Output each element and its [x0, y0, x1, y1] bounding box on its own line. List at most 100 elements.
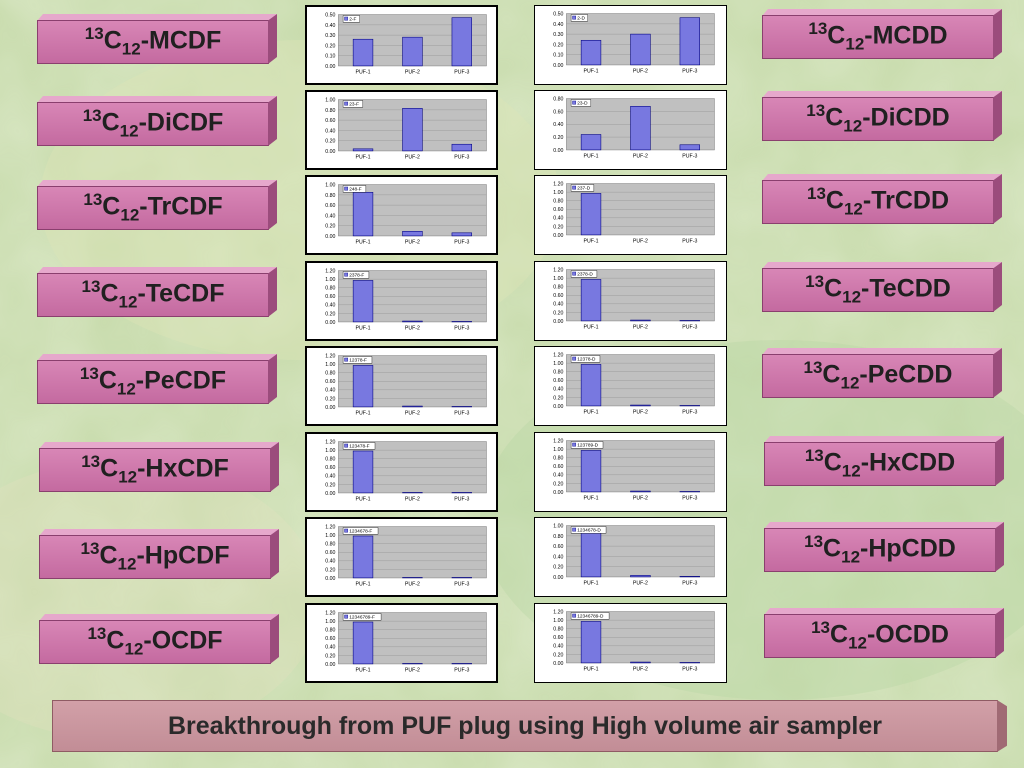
y-tick-label: 1.20	[325, 440, 335, 446]
chart-panel-2-F: 0.50 0.40 0.30 0.20 0.10 0.00 PUF-1 PUF-2 PUF-3 2…	[305, 5, 498, 85]
x-tick-label: PUF-2	[633, 154, 648, 160]
x-tick-label: PUF-3	[682, 325, 697, 331]
x-tick-label: PUF-2	[405, 668, 420, 674]
bar-PUF-3	[451, 17, 472, 67]
chart-svg: 1.20 1.00 0.80 0.60 0.40 0.20 0.00 PUF-1 PUF-2 PU…	[553, 268, 715, 331]
legend-swatch	[572, 356, 577, 361]
chart-panel-123789-D: 1.20 1.00 0.80 0.60 0.40 0.20 0.00 PUF-1 PUF-2 PU…	[534, 432, 727, 512]
compound-label: 13C12-HxCDD	[805, 446, 955, 481]
y-tick-label: 0.40	[325, 128, 335, 134]
bar-PUF-1	[580, 450, 602, 493]
bar-PUF-3	[451, 232, 472, 237]
y-tick-label: 1.20	[325, 269, 335, 275]
x-tick-label: PUF-3	[682, 239, 697, 245]
compound-suffix: -HpCDF	[136, 541, 230, 570]
x-tick-label: PUF-3	[454, 240, 469, 246]
y-tick-label: 1.00	[553, 361, 563, 367]
x-tick-label: PUF-3	[682, 154, 697, 160]
label-right-5: 13C12-HxCDD	[764, 436, 1004, 486]
bar-PUF-1	[580, 193, 602, 236]
y-tick-label: 0.60	[325, 379, 335, 385]
legend-label: 123789-D	[577, 443, 598, 449]
chart-svg: 1.00 0.80 0.60 0.40 0.20 0.00 PUF-1 PUF-2 PUF-3 2…	[325, 98, 487, 161]
compound-label: 13C12-HpCDF	[81, 539, 230, 574]
element-symbol: C	[822, 360, 841, 389]
compound-label: 13C12-MCDF	[85, 24, 221, 59]
chart-panel-2378-F: 1.20 1.00 0.80 0.60 0.40 0.20 0.00 PUF-1 PUF-2 PU…	[305, 261, 498, 341]
compound-label: 13C12-PeCDD	[804, 358, 953, 393]
legend-swatch	[572, 100, 577, 105]
y-tick-label: 0.20	[325, 396, 335, 402]
y-tick-label: 1.00	[325, 183, 335, 189]
element-subscript: 12	[843, 116, 863, 136]
compound-suffix: -MCDF	[140, 26, 222, 55]
element-symbol: C	[823, 534, 842, 563]
label-left-5: 13C12-HxCDF	[39, 442, 279, 492]
chart-svg: 1.20 1.00 0.80 0.60 0.40 0.20 0.00 PUF-1 PUF-2 PU…	[553, 610, 715, 673]
chart-svg: 1.20 1.00 0.80 0.60 0.40 0.20 0.00 PUF-1 PUF-2 PU…	[553, 182, 715, 245]
compound-suffix: -DiCDD	[862, 103, 950, 132]
y-tick-label: 0.20	[553, 652, 563, 658]
y-tick-label: 0.40	[325, 303, 335, 309]
element-subscript: 12	[118, 292, 138, 312]
x-tick-label: PUF-1	[355, 497, 370, 503]
bar-PUF-3	[679, 144, 700, 151]
compound-suffix: -PeCDD	[859, 360, 953, 389]
legend-box	[570, 184, 595, 192]
legend-swatch	[344, 357, 349, 362]
bar-PUF-3	[679, 576, 700, 578]
chart-panel-23-F: 1.00 0.80 0.60 0.40 0.20 0.00 PUF-1 PUF-2 PUF-3 2…	[305, 90, 498, 170]
y-tick-label: 0.40	[553, 302, 563, 308]
bar-PUF-1	[352, 621, 374, 665]
y-tick-label: 0.60	[553, 293, 563, 299]
bar-PUF-2	[402, 108, 423, 152]
chart-panel-2378-D: 1.20 1.00 0.80 0.60 0.40 0.20 0.00 PUF-1 PUF-2 PU…	[534, 261, 727, 341]
element-subscript: 12	[124, 639, 144, 659]
compound-label: 13C12-TeCDF	[82, 277, 225, 312]
y-tick-label: 0.40	[325, 23, 335, 29]
isotope-superscript: 13	[804, 446, 824, 466]
legend-swatch	[344, 101, 349, 106]
x-tick-label: PUF-1	[583, 667, 598, 673]
y-tick-label: 0.60	[553, 544, 563, 550]
y-tick-label: 0.00	[325, 491, 335, 497]
y-tick-label: 0.00	[553, 661, 563, 667]
y-tick-label: 0.30	[325, 33, 335, 39]
label-left-3: 13C12-TeCDF	[37, 267, 277, 317]
legend-box	[342, 100, 364, 108]
bar-PUF-1	[352, 38, 374, 67]
bar-PUF-2	[402, 320, 423, 323]
element-symbol: C	[830, 620, 849, 649]
x-tick-label: PUF-3	[454, 326, 469, 332]
y-tick-label: 0.20	[325, 139, 335, 145]
isotope-superscript: 13	[806, 101, 826, 121]
x-tick-label: PUF-3	[682, 410, 697, 416]
x-tick-label: PUF-1	[355, 326, 370, 332]
compound-suffix: -HxCDF	[137, 454, 229, 483]
legend-swatch	[344, 528, 349, 533]
y-tick-label: 0.20	[325, 224, 335, 230]
bar-PUF-1	[352, 450, 374, 494]
x-tick-label: PUF-2	[633, 69, 648, 75]
x-tick-label: PUF-2	[405, 582, 420, 588]
legend-label: 1234678-F	[349, 529, 372, 535]
y-tick-label: 0.60	[325, 550, 335, 556]
legend-box	[570, 14, 588, 22]
x-tick-label: PUF-1	[355, 155, 370, 161]
element-symbol: C	[101, 108, 120, 137]
isotope-superscript: 13	[811, 618, 830, 638]
element-symbol: C	[102, 192, 121, 221]
y-tick-label: 0.50	[325, 13, 335, 19]
legend-label: 12378-D	[577, 357, 596, 363]
legend-box	[342, 613, 382, 621]
element-symbol: C	[825, 186, 844, 215]
compound-suffix: -PeCDF	[135, 366, 227, 395]
y-tick-label: 1.00	[553, 276, 563, 282]
y-tick-label: 0.00	[325, 149, 335, 155]
y-tick-label: 0.00	[553, 148, 563, 154]
y-tick-label: 0.20	[325, 311, 335, 317]
element-symbol: C	[824, 274, 843, 303]
element-symbol: C	[823, 448, 842, 477]
x-tick-label: PUF-3	[454, 582, 469, 588]
compound-suffix: -TrCDD	[862, 186, 949, 215]
